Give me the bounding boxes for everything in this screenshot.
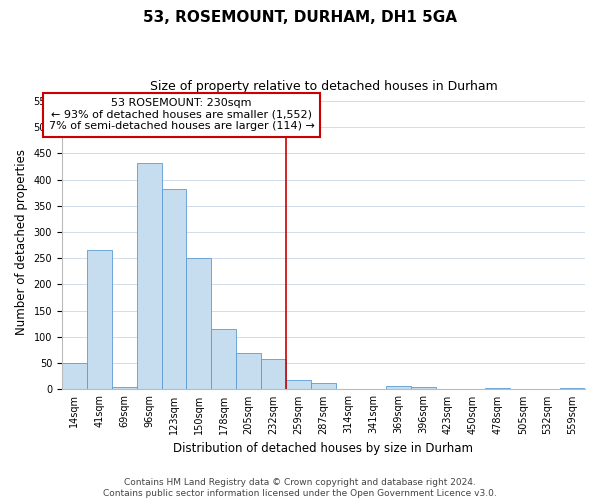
X-axis label: Distribution of detached houses by size in Durham: Distribution of detached houses by size … xyxy=(173,442,473,455)
Text: 53, ROSEMOUNT, DURHAM, DH1 5GA: 53, ROSEMOUNT, DURHAM, DH1 5GA xyxy=(143,10,457,25)
Bar xyxy=(187,258,211,390)
Bar xyxy=(211,329,236,390)
Bar xyxy=(87,250,112,390)
Bar xyxy=(261,359,286,390)
Bar xyxy=(112,387,137,390)
Bar xyxy=(286,380,311,390)
Bar xyxy=(137,162,161,390)
Bar xyxy=(386,386,410,390)
Bar xyxy=(311,382,336,390)
Bar xyxy=(62,363,87,390)
Y-axis label: Number of detached properties: Number of detached properties xyxy=(15,150,28,336)
Bar xyxy=(560,388,585,390)
Text: 53 ROSEMOUNT: 230sqm
← 93% of detached houses are smaller (1,552)
7% of semi-det: 53 ROSEMOUNT: 230sqm ← 93% of detached h… xyxy=(49,98,314,132)
Text: Contains HM Land Registry data © Crown copyright and database right 2024.
Contai: Contains HM Land Registry data © Crown c… xyxy=(103,478,497,498)
Bar xyxy=(410,387,436,390)
Bar xyxy=(236,352,261,390)
Bar xyxy=(161,190,187,390)
Title: Size of property relative to detached houses in Durham: Size of property relative to detached ho… xyxy=(149,80,497,93)
Bar xyxy=(485,388,510,390)
